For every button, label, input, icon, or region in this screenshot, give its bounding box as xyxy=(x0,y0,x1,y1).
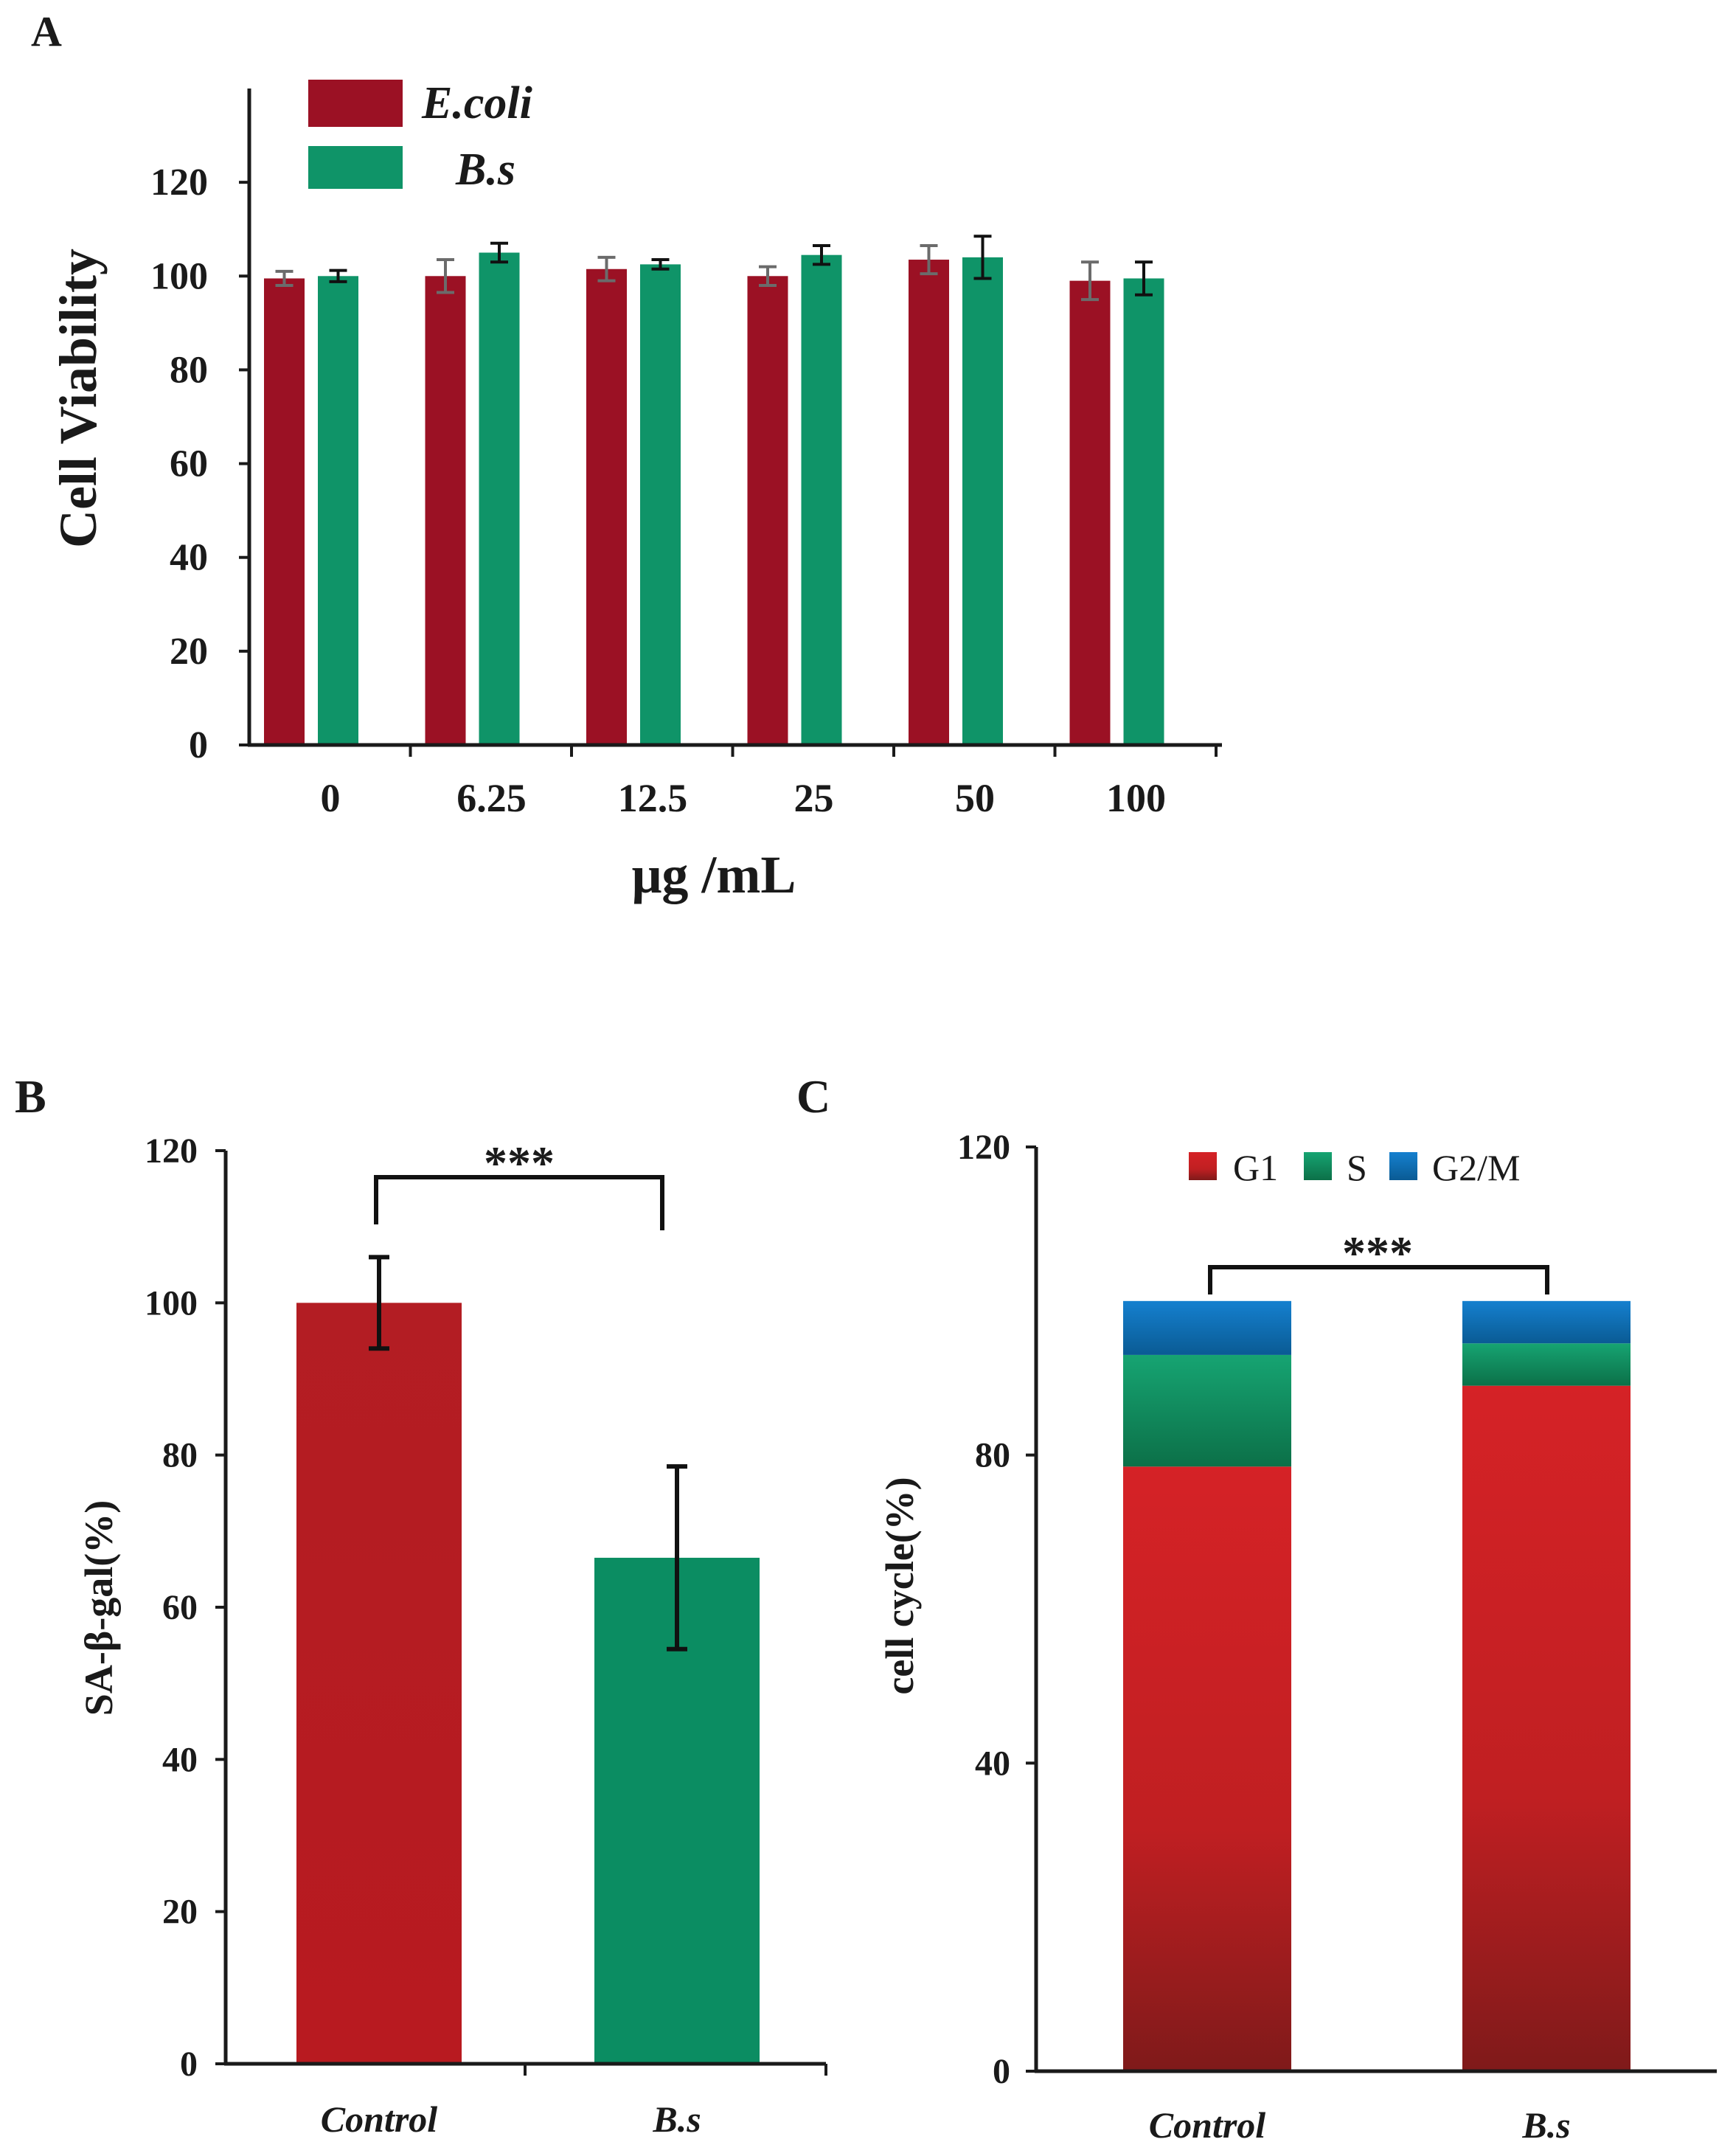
y-tick-label: 0 xyxy=(993,2052,1010,2091)
panel-c-x-ticks: Control B.s xyxy=(1149,2104,1571,2146)
panel-a-bars xyxy=(264,252,1164,746)
bar-bs-g2m xyxy=(1462,1300,1631,1344)
y-tick-label: 40 xyxy=(975,1744,1010,1783)
bar-bs-g1 xyxy=(1462,1385,1631,2071)
legend-label-g2m: G2/M xyxy=(1432,1147,1520,1188)
y-tick-label: 40 xyxy=(170,537,208,579)
y-tick-label: 60 xyxy=(170,443,208,485)
panel-a-x-axis-title: μg /mL xyxy=(632,845,796,904)
bar-bs-100 xyxy=(1123,278,1164,745)
panel-b-x-ticks: Control B.s xyxy=(321,2064,827,2140)
bar-ecoli-25 xyxy=(747,276,788,745)
legend-swatch-g2m xyxy=(1389,1152,1417,1180)
legend-swatch-s xyxy=(1304,1152,1332,1180)
significance-bracket xyxy=(1208,1265,1549,1294)
x-tick-label: Control xyxy=(1149,2104,1266,2146)
legend-label-s: S xyxy=(1347,1147,1367,1188)
panel-b: B 0 20 40 60 80 100 120 Control B.s SA-β-gal(%)… xyxy=(15,1070,827,2140)
bar-ecoli-12.5 xyxy=(586,268,627,745)
y-tick-label: 100 xyxy=(150,255,208,297)
panel-c-legend: G1 S G2/M xyxy=(1189,1147,1520,1188)
panel-b-error-bars xyxy=(369,1255,687,1651)
bar-bs-6.25 xyxy=(479,252,520,745)
legend-label-ecoli: E.coli xyxy=(421,78,532,128)
panel-b-y-ticks: 0 20 40 60 80 100 120 xyxy=(145,1131,226,2084)
y-tick-label: 100 xyxy=(145,1283,198,1323)
bar-bs-12.5 xyxy=(640,264,681,746)
bar-ecoli-100 xyxy=(1069,280,1111,746)
legend-label-g1: G1 xyxy=(1233,1147,1278,1188)
bar-ecoli-6.25 xyxy=(425,276,466,745)
bar-ecoli-50 xyxy=(909,260,949,745)
panel-b-significance-bracket: *** xyxy=(374,1137,664,1230)
x-tick-label: B.s xyxy=(1521,2104,1570,2146)
y-tick-label: 80 xyxy=(975,1436,1010,1475)
y-tick-label: 0 xyxy=(189,724,208,766)
y-tick-label: 40 xyxy=(162,1740,198,1779)
panel-a-error-bars xyxy=(275,235,1153,302)
bar-bs-25 xyxy=(801,254,842,745)
significance-bracket xyxy=(374,1175,664,1230)
panel-b-y-axis-title: SA-β-gal(%) xyxy=(77,1500,121,1716)
x-tick-label: 25 xyxy=(794,776,834,820)
y-tick-label: 80 xyxy=(162,1436,198,1475)
panel-a: A 0 20 40 60 80 100 120 0 6.25 12.5 25 50 100 Cell … xyxy=(31,7,1222,904)
y-tick-label: 20 xyxy=(162,1893,198,1932)
panel-a-legend: E.coli B.s xyxy=(308,78,532,195)
significance-label: *** xyxy=(1342,1227,1413,1279)
panel-a-x-ticks: 0 6.25 12.5 25 50 100 xyxy=(321,745,1218,820)
x-tick-label: B.s xyxy=(652,2098,701,2140)
bar-bs-50 xyxy=(962,257,1003,745)
panel-b-label: B xyxy=(15,1070,46,1123)
y-tick-label: 120 xyxy=(957,1128,1010,1167)
legend-swatch-bs xyxy=(308,146,403,189)
panel-a-y-axis-title: Cell Viability xyxy=(49,249,108,548)
x-tick-label: Control xyxy=(321,2098,438,2140)
bar-control xyxy=(296,1303,462,2064)
bar-ecoli-0 xyxy=(264,278,305,745)
panel-c-label: C xyxy=(796,1070,830,1123)
y-tick-label: 120 xyxy=(150,162,208,204)
panel-b-bars xyxy=(296,1303,760,2064)
panel-a-label: A xyxy=(31,7,62,55)
panel-c: C 0 40 80 120 Control B.s cell cycle(%) G1 S… xyxy=(796,1070,1717,2146)
x-tick-label: 50 xyxy=(955,776,995,820)
y-tick-label: 120 xyxy=(145,1131,198,1171)
x-tick-label: 0 xyxy=(321,776,341,820)
y-tick-label: 80 xyxy=(170,349,208,391)
panel-c-y-axis-title: cell cycle(%) xyxy=(878,1477,922,1694)
y-tick-label: 0 xyxy=(180,2045,198,2084)
panel-c-bars xyxy=(1123,1300,1631,2071)
legend-swatch-g1 xyxy=(1189,1152,1217,1180)
bar-control-s xyxy=(1123,1354,1291,1467)
bar-bs-s xyxy=(1462,1343,1631,1386)
legend-swatch-ecoli xyxy=(308,80,403,127)
x-tick-label: 6.25 xyxy=(456,776,527,820)
y-tick-label: 60 xyxy=(162,1588,198,1627)
bar-control-g1 xyxy=(1123,1466,1291,2071)
panel-c-y-ticks: 0 40 80 120 xyxy=(957,1128,1036,2091)
bar-bs-0 xyxy=(318,276,358,745)
panel-c-significance-bracket: *** xyxy=(1208,1227,1549,1294)
x-tick-label: 12.5 xyxy=(618,776,688,820)
legend-label-bs: B.s xyxy=(455,145,515,195)
panel-a-y-ticks: 0 20 40 60 80 100 120 xyxy=(150,162,249,766)
bar-control-g2m xyxy=(1123,1300,1291,1355)
x-tick-label: 100 xyxy=(1106,776,1166,820)
y-tick-label: 20 xyxy=(170,631,208,673)
significance-label: *** xyxy=(484,1137,555,1189)
